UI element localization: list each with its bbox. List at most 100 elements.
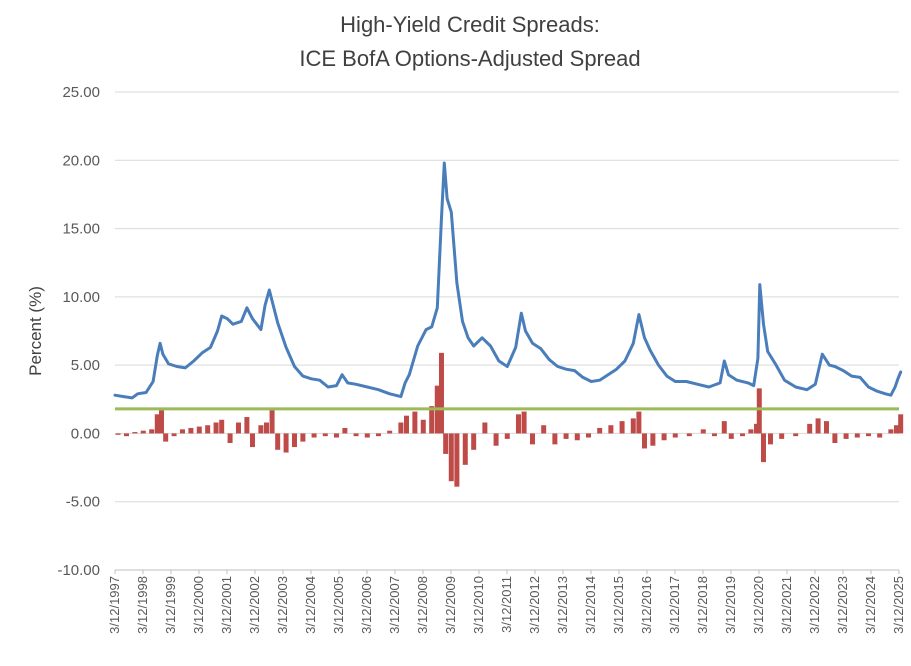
- spread-point-3: [136, 392, 139, 396]
- x-tick-labels: 3/12/1997 3/12/1998 3/12/1999 3/12/2000 3/12…: [107, 570, 906, 634]
- spread-point-45: [430, 325, 433, 329]
- y-tick-label-1: 20.00: [62, 152, 100, 169]
- x-tick-label-28: 3/12/2025: [891, 576, 906, 634]
- spread-point-19: [240, 320, 243, 323]
- x-tick-label-24: 3/12/2021: [779, 576, 794, 634]
- spread-point-98: [814, 383, 817, 386]
- spread-point-63: [539, 347, 543, 350]
- change-bar-70: [728, 433, 734, 439]
- change-bar-49: [515, 414, 521, 434]
- spread-point-88: [746, 381, 750, 385]
- x-tick-label-16: 3/12/2013: [555, 576, 570, 634]
- change-bar-77: [779, 433, 785, 439]
- spread-point-62: [531, 342, 534, 345]
- spread-point-24: [268, 288, 271, 292]
- change-bar-13: [213, 422, 219, 434]
- change-bar-38: [429, 406, 435, 434]
- change-bar-66: [686, 433, 692, 437]
- change-bar-68: [711, 433, 717, 437]
- spread-point-87: [735, 378, 739, 382]
- change-bar-25: [300, 433, 306, 442]
- x-tick-label-8: 3/12/2005: [331, 576, 346, 634]
- change-bar-42: [448, 433, 454, 482]
- change-bar-58: [608, 425, 614, 434]
- spread-point-23: [263, 303, 267, 307]
- spread-point-26: [276, 321, 279, 325]
- change-bar-14: [219, 419, 225, 434]
- spread-series-line: [113, 161, 903, 400]
- change-bar-8: [171, 433, 177, 437]
- spread-point-21: [251, 317, 254, 320]
- change-bar-32: [375, 433, 381, 437]
- spread-point-91: [758, 283, 762, 286]
- spread-point-107: [884, 392, 887, 396]
- change-bar-75: [760, 433, 766, 463]
- change-bar-22: [275, 433, 281, 450]
- spread-point-102: [842, 369, 845, 372]
- spread-point-11: [184, 366, 187, 370]
- change-bar-56: [585, 433, 591, 438]
- change-bar-5: [154, 414, 160, 434]
- change-bar-2: [132, 432, 138, 434]
- spread-point-90: [756, 357, 760, 360]
- spread-point-15: [216, 329, 219, 333]
- change-bar-10: [188, 427, 194, 434]
- spread-point-94: [774, 363, 778, 367]
- change-bar-60: [630, 418, 636, 434]
- change-bar-28: [333, 433, 339, 438]
- spread-point-110: [896, 377, 900, 380]
- chart-title-line-1: High-Yield Credit Spreads:: [340, 12, 600, 37]
- spread-point-36: [354, 383, 358, 386]
- spread-point-4: [144, 391, 148, 394]
- spread-point-69: [590, 380, 593, 383]
- spread-point-100: [828, 363, 831, 367]
- change-bar-45: [471, 433, 477, 450]
- spread-point-97: [805, 388, 809, 391]
- spread-point-83: [707, 385, 711, 389]
- spread-point-12: [192, 359, 195, 363]
- spread-point-31: [318, 378, 321, 382]
- spread-point-6: [156, 354, 159, 357]
- spread-point-106: [875, 389, 879, 393]
- change-bar-81: [823, 421, 829, 434]
- spread-point-35: [346, 381, 349, 385]
- spread-line: [113, 161, 903, 400]
- change-bar-69: [721, 421, 727, 434]
- spread-point-103: [850, 374, 853, 378]
- change-bar-64: [661, 433, 667, 441]
- spread-point-108: [889, 393, 893, 397]
- change-bars: [115, 352, 904, 487]
- x-tick-label-10: 3/12/2007: [387, 576, 402, 634]
- x-tick-label-6: 3/12/2003: [275, 576, 290, 634]
- change-bar-74: [756, 388, 762, 434]
- change-bar-51: [529, 433, 535, 445]
- change-bar-72: [748, 429, 754, 434]
- change-bar-55: [574, 433, 580, 441]
- y-tick-label-5: 0.00: [71, 425, 100, 442]
- spread-point-66: [564, 368, 568, 371]
- change-bar-85: [865, 433, 871, 437]
- change-bar-50: [521, 411, 527, 434]
- spread-point-48: [443, 161, 446, 165]
- change-bar-73: [753, 423, 759, 434]
- y-tick-label-0: 25.00: [62, 84, 100, 101]
- y-tick-label-4: 5.00: [71, 357, 100, 374]
- change-bar-47: [493, 433, 499, 446]
- spread-point-105: [867, 385, 870, 389]
- x-tick-label-22: 3/12/2019: [723, 576, 738, 634]
- change-bar-21: [269, 410, 275, 434]
- spread-point-40: [399, 395, 403, 398]
- spread-point-56: [489, 344, 492, 348]
- change-bar-89: [898, 414, 904, 434]
- x-tick-label-23: 3/12/2020: [751, 576, 766, 634]
- spread-point-32: [326, 385, 330, 389]
- change-bar-33: [387, 430, 393, 434]
- change-bar-24: [291, 433, 297, 448]
- x-tick-label-4: 3/12/2001: [219, 576, 234, 634]
- spread-point-111: [899, 370, 902, 374]
- spread-point-43: [416, 344, 419, 348]
- change-bar-88: [893, 425, 899, 434]
